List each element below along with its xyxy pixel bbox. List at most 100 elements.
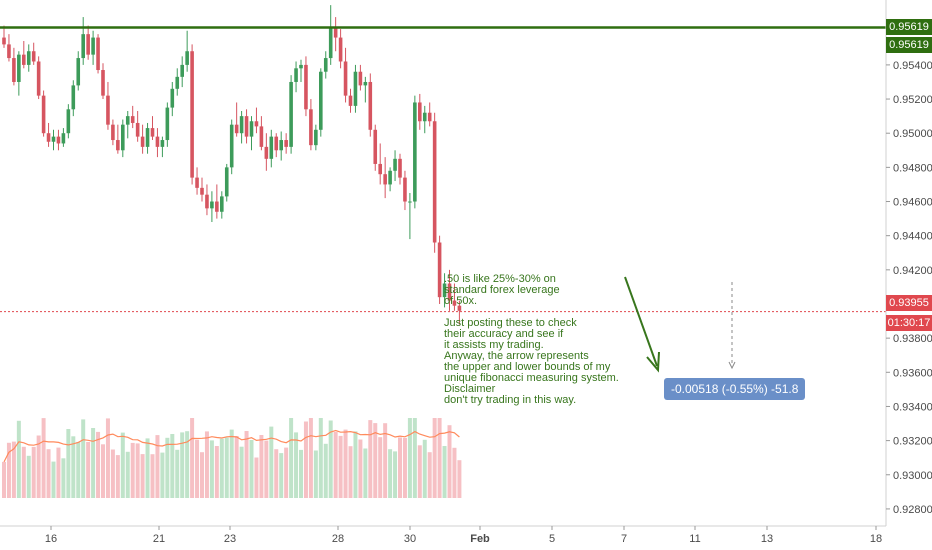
volume-bar <box>61 458 66 498</box>
candle-body <box>111 124 115 141</box>
volume-bar <box>388 449 393 498</box>
volume-bar <box>244 431 249 498</box>
candle-body <box>269 136 274 159</box>
candle-body <box>373 129 378 164</box>
price-tick-label: 0.95400 <box>893 60 932 72</box>
candle-body <box>46 133 51 142</box>
candle-body <box>279 140 283 151</box>
candle-body <box>170 88 175 108</box>
volume-bar <box>160 452 165 498</box>
candle-body <box>190 51 194 178</box>
volume-bar <box>105 418 110 498</box>
trade-annotation-note: .50 is like 25%-30% on standard forex le… <box>444 273 619 406</box>
candle-body <box>363 81 368 86</box>
volume-bar <box>2 461 6 498</box>
forecast-arrow-head <box>646 351 660 373</box>
time-tick-label: 16 <box>45 533 57 545</box>
candle-body <box>422 112 427 122</box>
volume-bar <box>56 447 61 498</box>
candle-body <box>338 37 343 62</box>
candle-body <box>51 136 56 142</box>
volume-bar <box>447 425 452 498</box>
volume-bar <box>348 446 353 498</box>
volume-bar <box>422 439 427 498</box>
volume-bars <box>2 418 462 498</box>
candle-body <box>447 283 452 301</box>
volume-bar <box>373 423 378 498</box>
candle-body <box>165 107 170 141</box>
time-tick-label: 18 <box>870 533 882 545</box>
volume-bar <box>209 440 214 498</box>
volume-bar <box>219 438 224 498</box>
candle-body <box>418 102 422 122</box>
price-tick-label: 0.93000 <box>893 470 932 482</box>
volume-bar <box>289 418 294 498</box>
volume-bar <box>26 455 31 498</box>
volume-bar <box>427 452 432 498</box>
volume-bar <box>333 432 338 498</box>
candle-body <box>205 194 209 209</box>
time-tick-label: Feb <box>470 533 490 545</box>
volume-bar <box>279 453 284 498</box>
volume-bar <box>200 452 204 498</box>
time-tick-label: 21 <box>153 533 165 545</box>
candle-body <box>408 201 412 203</box>
volume-bar <box>264 440 269 498</box>
candle-body <box>348 95 353 106</box>
candle-body <box>343 61 348 96</box>
candle-body <box>195 177 199 188</box>
volume-moving-average-line <box>3 429 460 463</box>
volume-bar <box>412 418 417 498</box>
volume-bar <box>442 446 447 498</box>
volume-bar <box>81 419 86 498</box>
candle-body <box>160 140 165 147</box>
candle-body <box>116 140 120 151</box>
candle-body <box>130 116 135 123</box>
candle-body <box>26 51 31 65</box>
volume-bar <box>328 420 333 498</box>
volume-bar <box>224 437 229 498</box>
volume-bar <box>269 426 274 498</box>
price-tick-label: 0.93400 <box>893 401 932 413</box>
time-axis: 16 21 23 28 30 Feb 5 7 11 13 18 <box>45 526 882 545</box>
candle-body <box>274 136 279 151</box>
volume-bar <box>457 460 462 498</box>
volume-bar <box>170 434 175 498</box>
price-range-measure-label[interactable]: -0.00518 (-0.55%) -51.8 <box>664 378 806 400</box>
volume-bar <box>368 420 373 498</box>
candle-body <box>383 174 387 185</box>
volume-bar <box>313 450 318 498</box>
volume-bar <box>303 421 308 498</box>
volume-bar <box>378 437 383 498</box>
time-tick-label: 30 <box>404 533 416 545</box>
measure-arrow-head <box>728 361 736 370</box>
candle-body <box>249 121 254 137</box>
volume-bar <box>101 444 105 498</box>
candle-body <box>61 133 66 144</box>
volume-bar <box>353 431 358 498</box>
countdown-tag: 01:30:17 <box>886 315 932 331</box>
price-tick-label: 0.94600 <box>893 197 932 209</box>
volume-bar <box>452 447 457 498</box>
candle-body <box>398 158 402 178</box>
last-price-tag: 0.93955 <box>886 295 932 311</box>
price-tick-label: 0.94800 <box>893 162 932 174</box>
volume-bar <box>185 431 190 498</box>
volume-bar <box>180 432 185 498</box>
candle-body <box>244 116 249 137</box>
volume-bar <box>393 451 398 498</box>
volume-bar <box>338 435 343 498</box>
price-tick-label: 0.95200 <box>893 94 932 106</box>
forecast-arrow-shaft <box>624 276 658 367</box>
candle-body <box>239 116 244 134</box>
volume-bar <box>299 449 303 498</box>
volume-bar <box>165 437 170 498</box>
resistance-price-tag: 0.95619 <box>886 37 932 53</box>
volume-bar <box>363 448 368 498</box>
price-tick-label: 0.95000 <box>893 128 932 140</box>
candle-body <box>135 122 140 137</box>
candle-body <box>76 58 81 86</box>
candle-body <box>41 95 46 134</box>
candle-body <box>229 124 234 168</box>
